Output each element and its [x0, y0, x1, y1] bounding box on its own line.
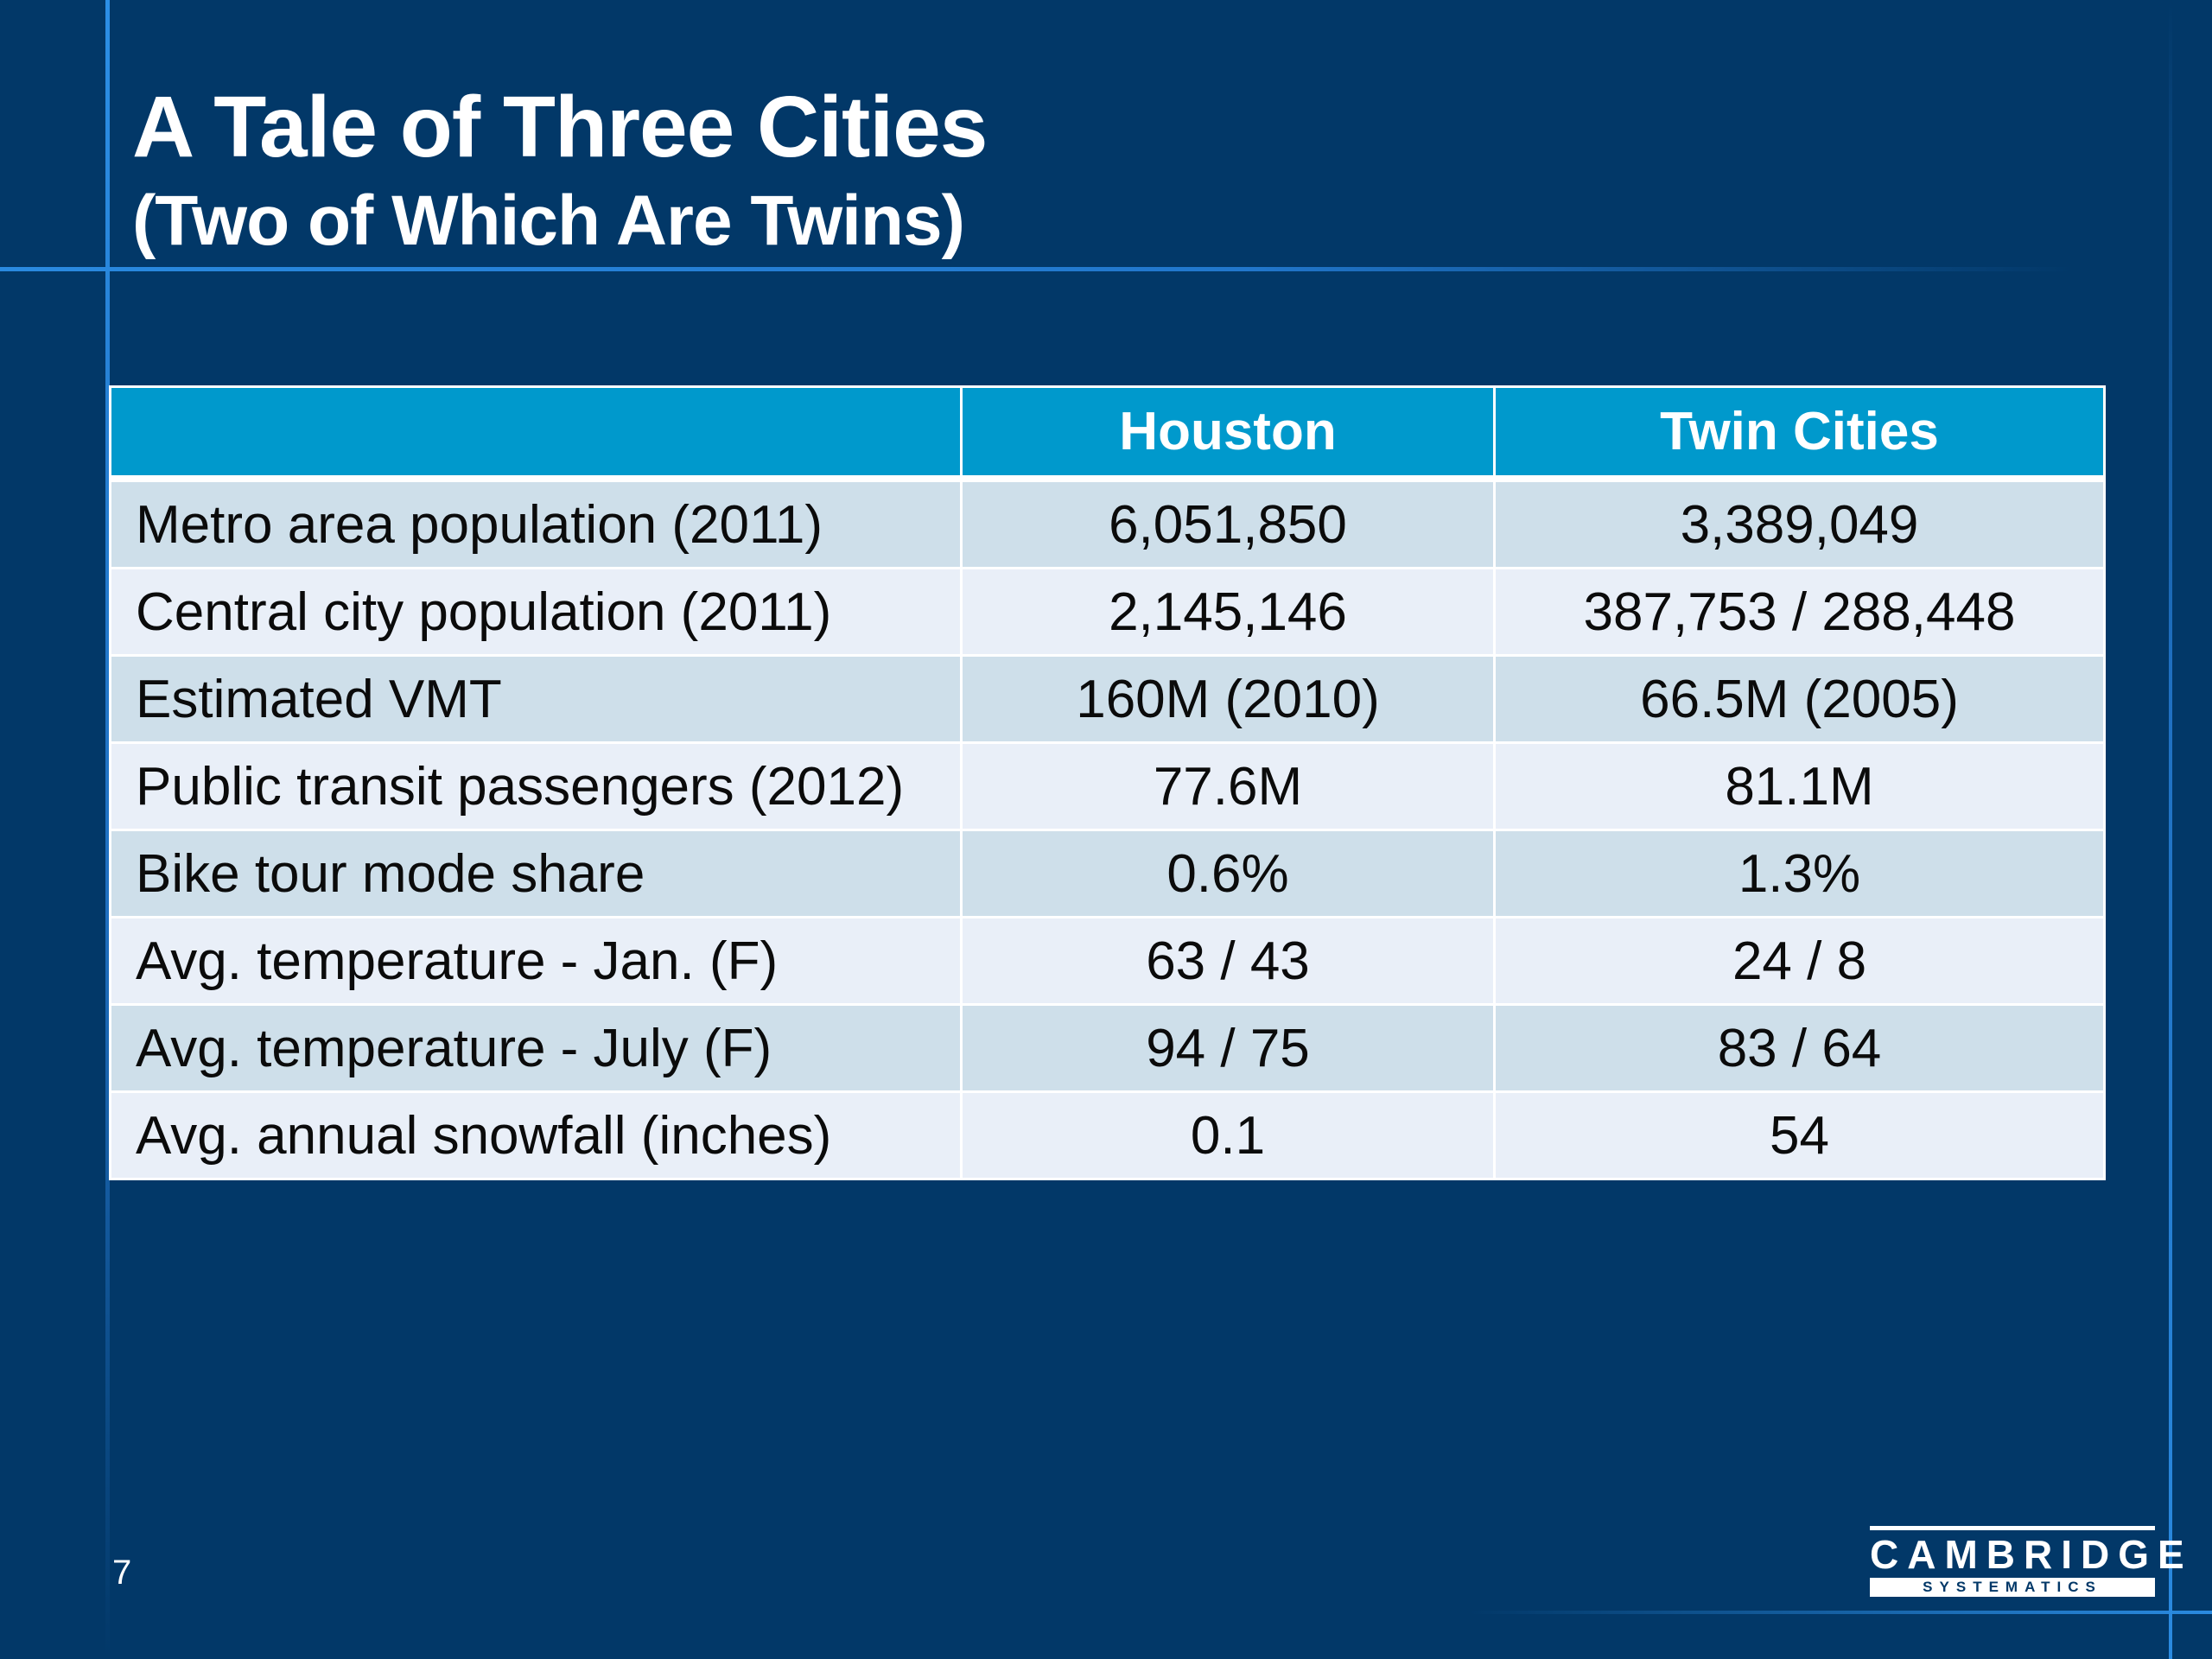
right-guide-line — [2169, 0, 2172, 1659]
row-label: Estimated VMT — [109, 654, 963, 744]
twin-cities-value: 66.5M (2005) — [1493, 654, 2106, 744]
houston-value: 2,145,146 — [960, 567, 1496, 657]
table-row: Avg. temperature - Jan. (F) 63 / 43 24 /… — [109, 916, 2106, 1006]
table-header-row: Houston Twin Cities — [109, 385, 2106, 482]
twin-cities-value: 54 — [1493, 1090, 2106, 1180]
twin-cities-value: 1.3% — [1493, 829, 2106, 918]
cambridge-systematics-logo: CAMBRIDGE SYSTEMATICS — [1870, 1526, 2184, 1597]
houston-value: 0.6% — [960, 829, 1496, 918]
comparison-table: Houston Twin Cities Metro area populatio… — [109, 385, 2106, 1180]
slide-title: A Tale of Three Cities — [132, 79, 988, 175]
title-underline — [0, 267, 2074, 271]
left-guide-line — [105, 0, 110, 1659]
title-block: A Tale of Three Cities (Two of Which Are… — [132, 76, 988, 264]
table-row: Bike tour mode share 0.6% 1.3% — [109, 829, 2106, 918]
houston-value: 6,051,850 — [960, 477, 1496, 569]
table-row: Metro area population (2011) 6,051,850 3… — [109, 477, 2106, 569]
row-label: Bike tour mode share — [109, 829, 963, 918]
twin-cities-value: 387,753 / 288,448 — [1493, 567, 2106, 657]
twin-cities-value: 83 / 64 — [1493, 1003, 2106, 1093]
row-label: Central city population (2011) — [109, 567, 963, 657]
table-row: Estimated VMT 160M (2010) 66.5M (2005) — [109, 654, 2106, 744]
table-row: Avg. temperature - July (F) 94 / 75 83 /… — [109, 1003, 2106, 1093]
table-row: Central city population (2011) 2,145,146… — [109, 567, 2106, 657]
houston-value: 0.1 — [960, 1090, 1496, 1180]
page-number: 7 — [112, 1554, 132, 1592]
logo-sub-text: SYSTEMATICS — [1870, 1578, 2155, 1597]
houston-value: 160M (2010) — [960, 654, 1496, 744]
table-row: Avg. annual snowfall (inches) 0.1 54 — [109, 1090, 2106, 1180]
twin-cities-value: 24 / 8 — [1493, 916, 2106, 1006]
header-cell-twin-cities: Twin Cities — [1493, 385, 2106, 482]
houston-value: 77.6M — [960, 741, 1496, 831]
bottom-guide-line — [1469, 1611, 2212, 1614]
houston-value: 63 / 43 — [960, 916, 1496, 1006]
row-label: Avg. temperature - Jan. (F) — [109, 916, 963, 1006]
header-cell-houston: Houston — [960, 385, 1496, 482]
row-label: Public transit passengers (2012) — [109, 741, 963, 831]
twin-cities-value: 3,389,049 — [1493, 477, 2106, 569]
header-cell-blank — [109, 385, 963, 482]
row-label: Avg. temperature - July (F) — [109, 1003, 963, 1093]
row-label: Metro area population (2011) — [109, 477, 963, 569]
table-row: Public transit passengers (2012) 77.6M 8… — [109, 741, 2106, 831]
houston-value: 94 / 75 — [960, 1003, 1496, 1093]
slide-subtitle: (Two of Which Are Twins) — [132, 181, 965, 260]
logo-main-text: CAMBRIDGE — [1870, 1526, 2184, 1577]
row-label: Avg. annual snowfall (inches) — [109, 1090, 963, 1180]
twin-cities-value: 81.1M — [1493, 741, 2106, 831]
